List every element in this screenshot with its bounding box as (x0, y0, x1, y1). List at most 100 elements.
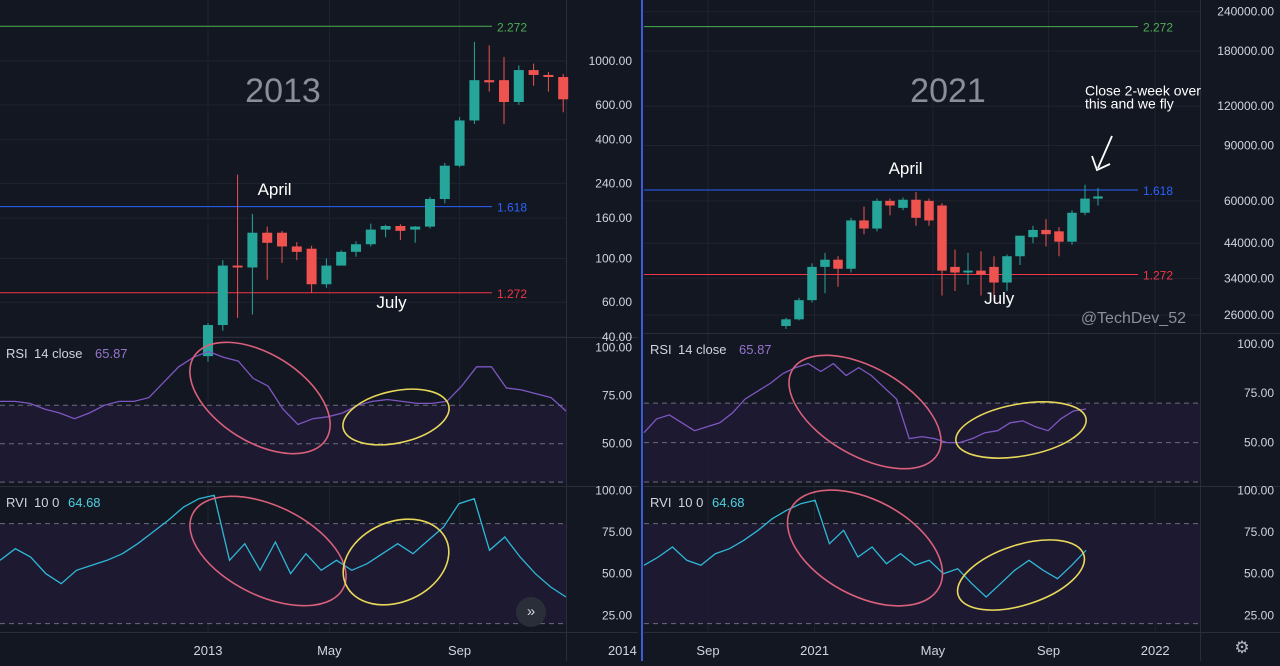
candle-up (351, 244, 361, 252)
annotation-text: July (984, 289, 1015, 308)
indicator-tick-label: 50.00 (1244, 567, 1274, 581)
candle-up (846, 220, 856, 269)
price-tick-label: 90000.00 (1224, 139, 1274, 153)
price-tick-label: 100.00 (595, 251, 632, 265)
rsi-line (0, 350, 567, 426)
indicator-tick-label: 50.00 (602, 437, 632, 451)
candle-down (950, 266, 960, 273)
price-tick-label: 40.00 (602, 330, 632, 344)
price-tick-label: 600.00 (595, 98, 632, 112)
annotation-text: April (258, 180, 292, 199)
highlight-ellipse-pink (189, 495, 347, 607)
annotation-text: April (889, 159, 923, 178)
settings-button[interactable]: ⚙ (1232, 638, 1252, 658)
candle-up (963, 270, 973, 273)
time-tick-label: 2013 (194, 643, 223, 658)
candle-up (1067, 212, 1077, 242)
candle-down (976, 270, 986, 275)
candle-up (898, 199, 908, 208)
indicator-band (644, 523, 1200, 624)
indicator-tick-label: 75.00 (1244, 525, 1274, 539)
indicator-tick-label: 50.00 (1244, 436, 1274, 450)
chart-title: 2021 (910, 72, 986, 110)
chart-panel-2021: 2021 2.272 1.618 1.272 April July Close 2-week… (643, 0, 1280, 661)
candle-down (277, 232, 287, 247)
candle-up (807, 266, 817, 301)
indicator-tick-label: 100.00 (595, 483, 632, 497)
candle-up (380, 225, 391, 230)
candle-up (321, 265, 332, 285)
price-tick-label: 44000.00 (1224, 236, 1274, 250)
rvi-line (0, 494, 567, 598)
highlight-ellipse-yellow (955, 401, 1087, 459)
time-tick-label: Sep (1037, 643, 1060, 658)
candle-up (469, 80, 480, 121)
time-tick-label: May (317, 643, 342, 658)
indicator-value: 65.87 (95, 346, 128, 361)
indicator-value: 64.68 (68, 495, 101, 510)
fast-forward-button[interactable]: » (516, 597, 546, 627)
candle-down (395, 225, 406, 231)
candle-up (247, 232, 258, 268)
chart-panel-2013: 2013 2.272 1.618 1.272 April July 1000.00 600.0… (0, 0, 638, 661)
candle-up (454, 120, 465, 166)
indicator-params: 10 0 (678, 495, 703, 510)
candle-up (513, 70, 524, 103)
candle-down (484, 80, 495, 83)
fib-level-label: 1.272 (497, 287, 527, 301)
highlight-ellipse-pink (788, 354, 942, 470)
time-tick-label: 2014 (608, 643, 637, 658)
candle-up (1093, 196, 1103, 199)
candle-down (306, 248, 317, 285)
price-tick-label: 60.00 (602, 295, 632, 309)
candle-down (499, 80, 509, 103)
highlight-ellipse-yellow (342, 388, 450, 446)
candle-down (262, 232, 273, 243)
candle-down (291, 246, 302, 252)
price-tick-label: 400.00 (595, 133, 632, 147)
highlight-ellipse-pink (189, 341, 331, 455)
indicator-name: RVI (6, 495, 27, 510)
candle-up (439, 165, 450, 200)
price-tick-label: 34000.00 (1224, 271, 1274, 285)
price-tick-label: 120000.00 (1217, 99, 1274, 113)
candle-down (924, 200, 934, 221)
double-chevron-right-icon: » (526, 603, 536, 620)
indicator-params: 14 close (34, 346, 82, 361)
candle-down (528, 70, 539, 75)
price-tick-label: 160.00 (595, 211, 632, 225)
candle-up (1028, 229, 1038, 238)
highlight-ellipse-yellow (956, 539, 1086, 611)
arrow-head (1091, 155, 1111, 172)
price-tick-label: 1000.00 (589, 54, 633, 68)
candle-up (794, 300, 804, 320)
indicator-tick-label: 100.00 (1237, 337, 1274, 351)
indicator-tick-label: 50.00 (602, 567, 632, 581)
indicator-value: 64.68 (712, 495, 745, 510)
candle-up (1002, 256, 1012, 283)
price-tick-label: 26000.00 (1224, 308, 1274, 322)
rsi-line (643, 362, 1087, 444)
fib-level-label: 2.272 (1143, 21, 1173, 35)
fib-level-label: 2.272 (497, 20, 527, 34)
time-tick-label: 2021 (800, 643, 829, 658)
indicator-name: RSI (650, 342, 672, 357)
candle-down (885, 200, 895, 206)
candle-down (859, 220, 869, 229)
indicator-value: 65.87 (739, 342, 772, 357)
annotation-text: Close 2-week over (1085, 82, 1201, 98)
rvi-line (643, 499, 1087, 598)
arrow-shaft (1097, 135, 1113, 169)
indicator-params: 14 close (678, 342, 726, 357)
indicator-tick-label: 75.00 (602, 389, 632, 403)
candle-down (911, 199, 921, 218)
fib-level-label: 1.272 (1143, 268, 1173, 282)
candle-down (232, 265, 243, 268)
indicator-tick-label: 75.00 (1244, 386, 1274, 400)
gear-icon: ⚙ (1234, 638, 1250, 657)
candle-down (833, 259, 843, 269)
annotation-text: July (376, 293, 407, 312)
fib-level-label: 1.618 (1143, 184, 1173, 198)
